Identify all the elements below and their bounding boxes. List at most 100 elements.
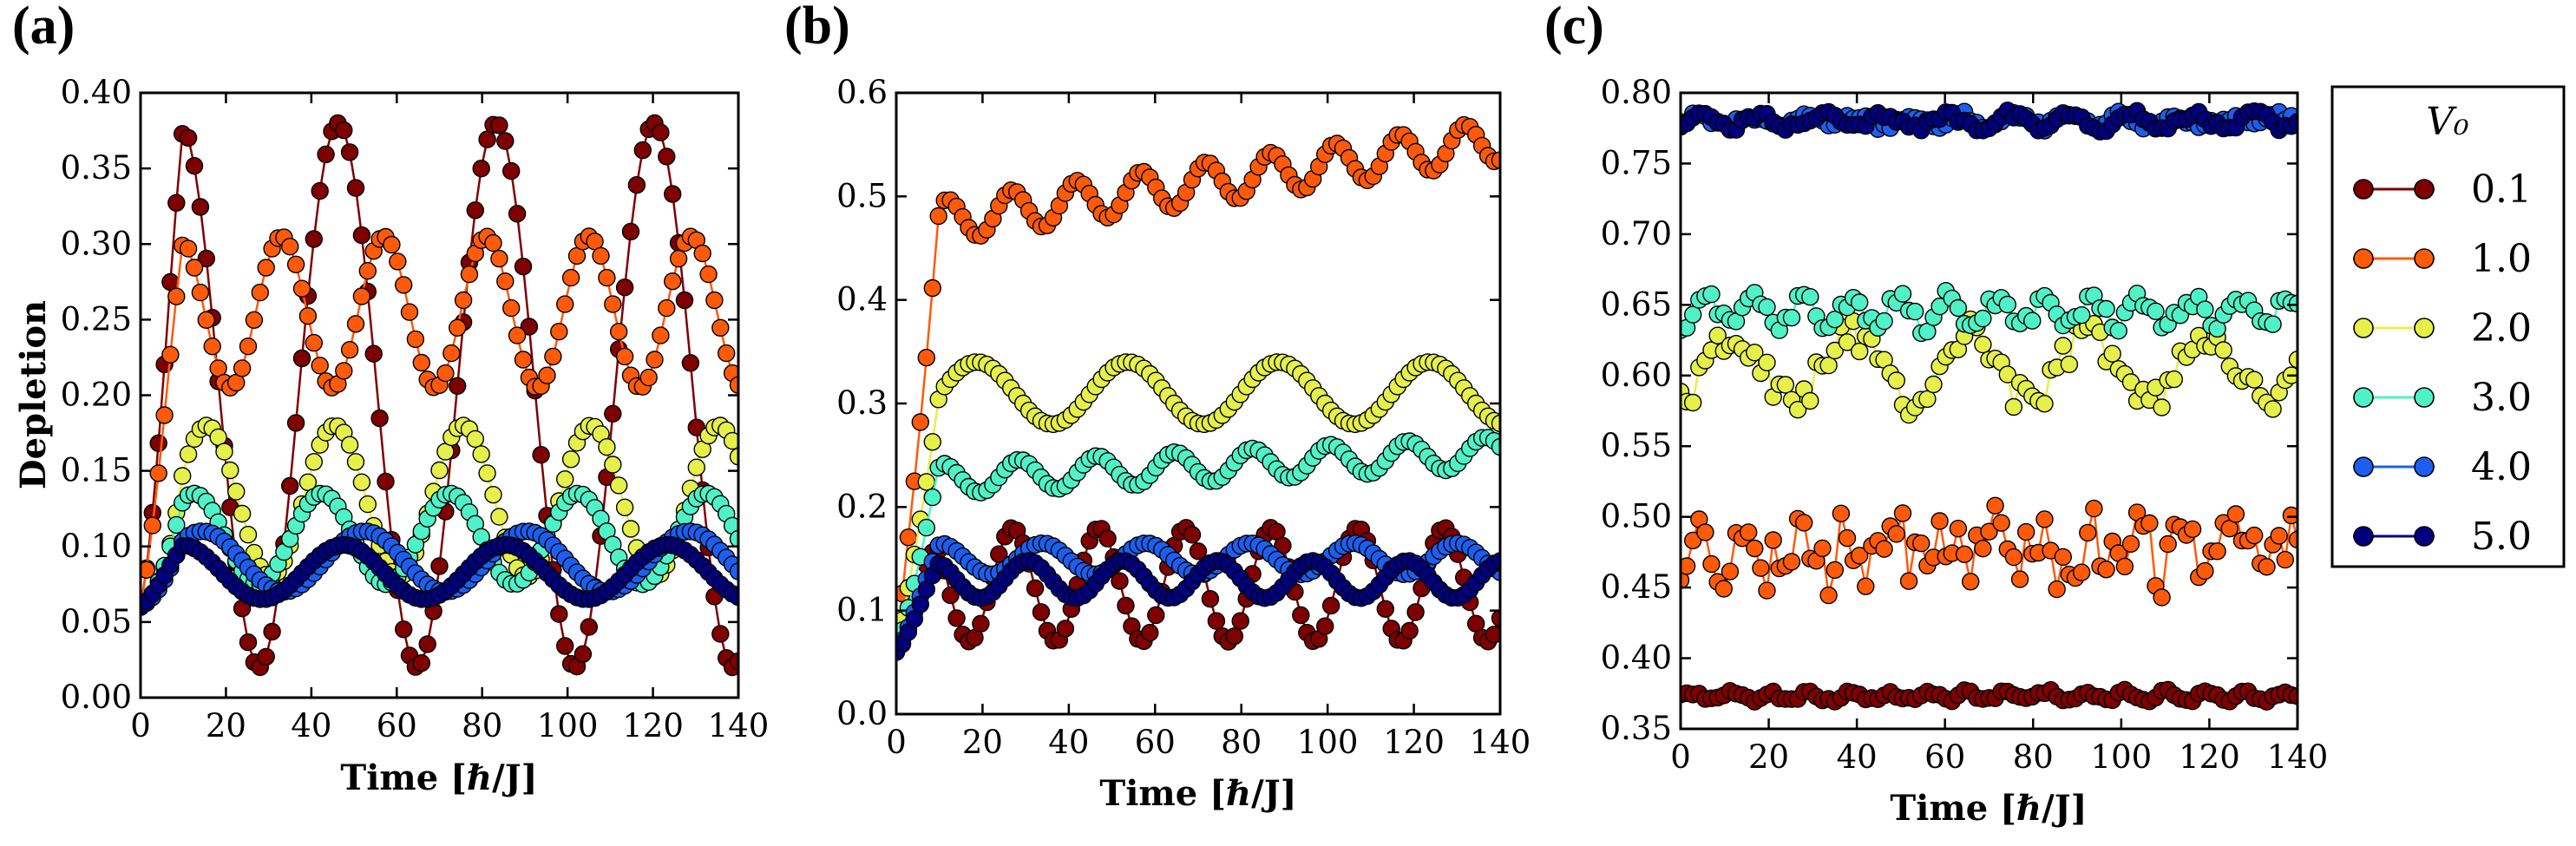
legend-marker-left — [2353, 387, 2374, 408]
panel-c-point-2.0 — [2035, 395, 2054, 413]
panel-c-point-1.0 — [1857, 577, 1875, 595]
panel-b-ticks: 0 20 40 60 80 100 120 140 0.0 0.1 0.2 0.3 0.4 0.5 0.6 — [836, 74, 1531, 761]
panel-c-point-1.0 — [1838, 528, 1857, 548]
panel-b-series-layer — [896, 115, 1500, 661]
panel-a-point-1.0 — [718, 344, 736, 363]
panel-a-point-2.0 — [340, 436, 359, 454]
panel-a-point-1.0 — [454, 291, 473, 310]
panel-c-xtick-label: 120 — [2179, 738, 2240, 776]
panel-b-ytick-label: 0.6 — [836, 74, 888, 111]
panel-a-point-1.0 — [179, 239, 198, 258]
panel-a-point-2.0 — [346, 453, 365, 471]
panel-c-point-2.0 — [1918, 390, 1937, 409]
panel-a-point-0.1 — [263, 622, 281, 641]
panel-c-point-1.0 — [2004, 548, 2023, 567]
panel-c-ytick-label: 0.70 — [1601, 215, 1672, 252]
panel-a-point-1.0 — [496, 272, 515, 291]
panel-a-xtick-label: 60 — [377, 707, 417, 744]
panel-c-point-1.0 — [1893, 504, 1912, 522]
panel-b-series-2.0 — [896, 353, 1500, 661]
panel-c-point-1.0 — [1752, 559, 1770, 577]
panel-a-point-0.1 — [370, 409, 389, 428]
legend-entry-3.0: 3.0 — [2353, 376, 2532, 420]
panel-c-point-1.0 — [1961, 573, 1980, 591]
panel-c-point-3.0 — [1702, 285, 1721, 304]
panel-c-point-1.0 — [1746, 539, 1764, 558]
panel-a-point-2.0 — [478, 464, 496, 482]
panel-a-point-0.1 — [466, 201, 484, 220]
panel-b-point-0.1 — [1111, 572, 1129, 590]
panel-b-xtick-label: 40 — [1048, 724, 1089, 761]
panel-a-point-1.0 — [286, 255, 305, 273]
panel-a-point-0.1 — [346, 179, 365, 197]
panel-c-point-2.0 — [1998, 365, 2017, 384]
panel-c-point-5.0 — [2288, 113, 2297, 132]
panel-a-point-0.1 — [340, 143, 359, 161]
panel-c-point-3.0 — [1875, 312, 1893, 331]
legend-label: 2.0 — [2471, 306, 2532, 351]
panel-a-point-1.0 — [251, 283, 269, 302]
panel-a-point-1.0 — [143, 516, 162, 534]
panel-a-point-1.0 — [281, 238, 299, 256]
panel-a-xtick-label: 20 — [206, 707, 246, 744]
panel-b-xtick-label: 0 — [886, 724, 907, 761]
panel-c-point-3.0 — [1683, 305, 1702, 324]
panel-c-point-2.0 — [1850, 342, 1869, 361]
panel-c-series-0.1 — [1681, 680, 2297, 711]
panel-c-point-1.0 — [2282, 506, 2297, 525]
panel-a-point-0.1 — [574, 645, 593, 663]
panel-a-point-2.0 — [604, 456, 622, 474]
panel-b-point-0.1 — [990, 545, 1008, 563]
panel-c-ticks: 0 20 40 60 80 100 120 140 0.35 0.40 0.45 0.50 0.55 0.… — [1601, 74, 2329, 776]
panel-c-point-2.0 — [1974, 335, 1992, 354]
panel-c-point-2.0 — [2060, 355, 2079, 374]
panel-b-point-2.0 — [923, 433, 942, 451]
panel-c-axes-frame — [1679, 91, 2299, 731]
panel-a-point-2.0 — [215, 443, 233, 461]
panel-a-ticks: 0 20 40 60 80 100 120 140 0.00 0.05 0.10 0.15 0.20 0.… — [61, 74, 770, 744]
panel-a-point-0.1 — [556, 637, 574, 655]
panel-a-xtick-label: 40 — [291, 707, 331, 744]
panel-c-point-3.0 — [1825, 311, 1845, 329]
panel-c-point-2.0 — [2264, 400, 2282, 418]
panel-a-point-0.1 — [508, 205, 527, 223]
panel-a-point-1.0 — [544, 347, 562, 366]
panel-c-ytick-label: 0.60 — [1601, 357, 1672, 394]
panel-a-point-4.0 — [729, 562, 738, 580]
panel-c-point-3.0 — [1930, 298, 1949, 316]
panel-c: (c) 0 20 40 60 80 100 120 140 0.35 0.40 0.45 0.50 0.… — [1544, 0, 2328, 829]
panel-c-point-2.0 — [1776, 376, 1795, 394]
panel-a-point-1.0 — [490, 249, 508, 268]
panel-a-point-1.0 — [155, 406, 174, 424]
panel-c-point-1.0 — [2270, 527, 2288, 545]
panel-b-point-0.1 — [1400, 621, 1419, 640]
panel-b: (b) 0 20 40 60 80 100 120 140 0.0 0.1 0.2 0.3 0.4 0.5… — [784, 0, 1531, 814]
panel-c-point-1.0 — [2258, 558, 2276, 576]
panel-a-xtick-label: 80 — [462, 707, 502, 744]
panel-a-point-1.0 — [484, 233, 502, 252]
panel-a-point-1.0 — [412, 353, 430, 372]
panel-c-point-3.0 — [2097, 299, 2115, 318]
panel-c-point-3.0 — [2264, 315, 2282, 333]
panel-c-point-1.0 — [2208, 542, 2226, 561]
panel-a: (a) 0 20 40 60 80 100 120 140 0.00 0.05 0.10 0.15 0.… — [12, 0, 769, 798]
panel-a-point-0.1 — [490, 116, 508, 134]
panel-b-point-0.1 — [1098, 529, 1117, 548]
panel-a-point-1.0 — [352, 287, 371, 305]
legend-title: V₀ — [2426, 100, 2469, 144]
panel-b-ytick-label: 0.3 — [836, 384, 888, 422]
panel-a-point-2.0 — [358, 495, 377, 514]
panel-c-point-2.0 — [1887, 371, 1906, 390]
panel-c-point-1.0 — [1955, 545, 1974, 563]
panel-a-point-2.0 — [221, 461, 239, 480]
panel-c-point-2.0 — [2245, 371, 2264, 389]
legend-marker-left — [2353, 526, 2374, 547]
panel-b-point-0.1 — [1491, 609, 1500, 627]
panel-a-point-1.0 — [664, 272, 682, 291]
panel-a-point-3.0 — [167, 515, 186, 534]
panel-c-point-3.0 — [2196, 300, 2214, 318]
panel-b-xtick-label: 60 — [1135, 724, 1176, 761]
panel-a-point-0.1 — [430, 557, 449, 575]
panel-a-point-0.1 — [418, 635, 436, 653]
